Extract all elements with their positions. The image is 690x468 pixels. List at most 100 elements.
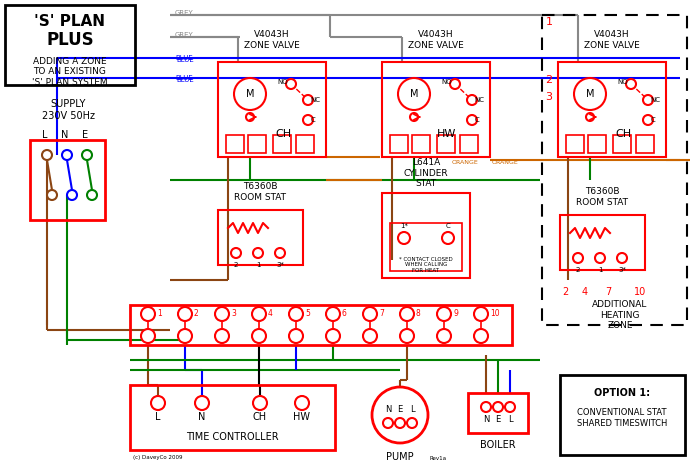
Circle shape — [87, 190, 97, 200]
Circle shape — [253, 396, 267, 410]
Bar — [226, 135, 244, 153]
Text: M: M — [586, 89, 594, 99]
Text: V4043H
ZONE VALVE: V4043H ZONE VALVE — [584, 30, 640, 50]
Circle shape — [437, 307, 451, 321]
Circle shape — [246, 113, 254, 121]
Text: N: N — [198, 412, 206, 422]
Circle shape — [505, 402, 515, 412]
Text: 7: 7 — [605, 287, 611, 297]
Circle shape — [400, 329, 414, 343]
Text: 4: 4 — [268, 309, 273, 319]
Bar — [296, 135, 314, 153]
Bar — [130, 305, 512, 345]
Circle shape — [303, 115, 313, 125]
Text: 1: 1 — [598, 267, 602, 273]
Text: 2: 2 — [194, 309, 199, 319]
Text: CH: CH — [253, 412, 267, 422]
Text: ORANGE: ORANGE — [452, 161, 478, 166]
Text: GREY: GREY — [175, 32, 194, 38]
Text: 8: 8 — [416, 309, 421, 319]
Text: * CONTACT CLOSED
WHEN CALLING
FOR HEAT: * CONTACT CLOSED WHEN CALLING FOR HEAT — [399, 257, 453, 273]
Text: NC: NC — [310, 97, 320, 103]
Circle shape — [595, 253, 605, 263]
Circle shape — [643, 95, 653, 105]
Bar — [636, 135, 654, 153]
Text: L: L — [410, 405, 414, 415]
Text: 1: 1 — [157, 309, 161, 319]
Circle shape — [231, 248, 241, 258]
Circle shape — [467, 115, 477, 125]
Text: HW: HW — [293, 412, 310, 422]
Text: E: E — [495, 416, 501, 424]
Text: C: C — [651, 117, 656, 123]
Bar — [273, 135, 291, 153]
Bar — [460, 135, 478, 153]
Text: 3: 3 — [231, 309, 236, 319]
Text: (c) DaveyCo 2009: (c) DaveyCo 2009 — [133, 455, 182, 461]
Circle shape — [395, 418, 405, 428]
Circle shape — [178, 329, 192, 343]
Circle shape — [252, 329, 266, 343]
Circle shape — [372, 387, 428, 443]
Text: 'S' PLAN: 'S' PLAN — [34, 15, 106, 29]
Bar — [588, 135, 606, 153]
Circle shape — [573, 253, 583, 263]
Circle shape — [586, 113, 594, 121]
Bar — [382, 193, 470, 278]
Text: N: N — [61, 130, 69, 140]
Text: E: E — [82, 130, 88, 140]
Text: L641A
CYLINDER
STAT: L641A CYLINDER STAT — [404, 158, 448, 188]
Bar — [130, 385, 335, 450]
Circle shape — [151, 396, 165, 410]
Text: 1: 1 — [256, 262, 260, 268]
Bar — [613, 135, 631, 153]
Text: OPTION 1:: OPTION 1: — [594, 388, 650, 398]
Text: CONVENTIONAL STAT
SHARED TIMESWITCH: CONVENTIONAL STAT SHARED TIMESWITCH — [577, 408, 667, 428]
Circle shape — [47, 190, 57, 200]
Circle shape — [326, 307, 340, 321]
Circle shape — [141, 329, 155, 343]
Text: 6: 6 — [342, 309, 347, 319]
Circle shape — [450, 79, 460, 89]
Text: BOILER: BOILER — [480, 440, 516, 450]
Text: 4: 4 — [582, 287, 588, 297]
Text: 7: 7 — [379, 309, 384, 319]
Bar — [412, 135, 430, 153]
Text: V4043H
ZONE VALVE: V4043H ZONE VALVE — [408, 30, 464, 50]
Text: 3*: 3* — [276, 262, 284, 268]
Bar — [5, 5, 135, 85]
Bar — [566, 135, 584, 153]
Text: 1*: 1* — [400, 223, 408, 229]
Text: 10: 10 — [490, 309, 500, 319]
Circle shape — [215, 307, 229, 321]
Circle shape — [67, 190, 77, 200]
Bar — [390, 135, 408, 153]
Circle shape — [442, 232, 454, 244]
Bar — [560, 375, 685, 455]
Circle shape — [286, 79, 296, 89]
Text: SUPPLY
230V 50Hz: SUPPLY 230V 50Hz — [41, 99, 95, 121]
Circle shape — [493, 402, 503, 412]
Text: 3: 3 — [546, 92, 553, 102]
Text: CH: CH — [275, 129, 291, 139]
Text: ORANGE: ORANGE — [491, 161, 518, 166]
Text: T6360B
ROOM STAT: T6360B ROOM STAT — [234, 183, 286, 202]
Text: 2: 2 — [576, 267, 580, 273]
Circle shape — [289, 307, 303, 321]
Text: BLUE: BLUE — [176, 57, 194, 63]
Text: PLUS: PLUS — [46, 31, 94, 49]
Text: L: L — [155, 412, 161, 422]
Text: T6360B
ROOM STAT: T6360B ROOM STAT — [576, 187, 628, 207]
Text: TIME CONTROLLER: TIME CONTROLLER — [186, 432, 278, 442]
Text: GREY: GREY — [175, 10, 194, 16]
Circle shape — [289, 329, 303, 343]
Circle shape — [574, 78, 606, 110]
Circle shape — [215, 329, 229, 343]
Circle shape — [643, 115, 653, 125]
Circle shape — [252, 307, 266, 321]
Bar — [468, 393, 528, 433]
Circle shape — [234, 78, 266, 110]
Circle shape — [141, 307, 155, 321]
Bar — [248, 135, 266, 153]
Circle shape — [42, 150, 52, 160]
